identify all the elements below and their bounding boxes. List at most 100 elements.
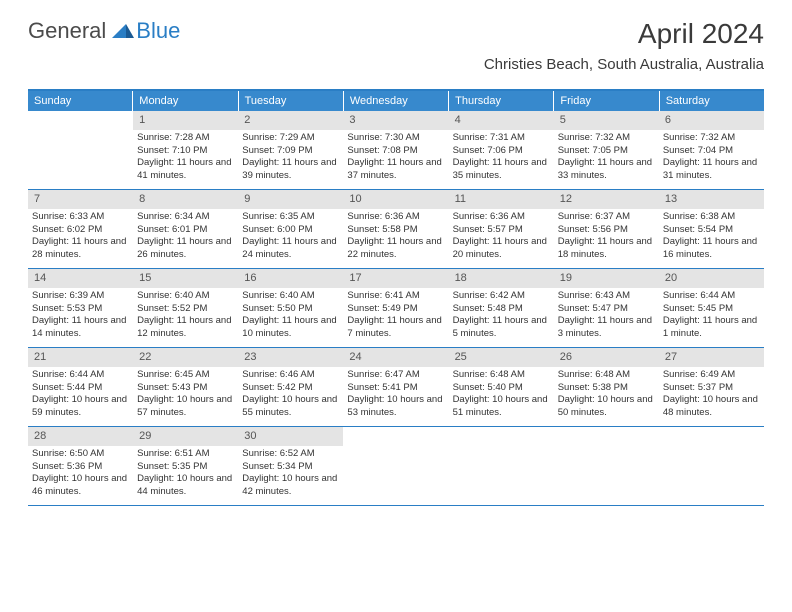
day-cell: .: [343, 427, 448, 505]
daylight-text: Daylight: 11 hours and 24 minutes.: [242, 236, 339, 262]
day-number: 27: [659, 348, 764, 367]
day-cell: 27Sunrise: 6:49 AMSunset: 5:37 PMDayligh…: [659, 348, 764, 426]
sunrise-text: Sunrise: 6:41 AM: [347, 290, 444, 303]
day-number: 1: [133, 111, 238, 130]
sunset-text: Sunset: 5:43 PM: [137, 382, 234, 395]
sunrise-text: Sunrise: 6:37 AM: [558, 211, 655, 224]
day-number: 4: [449, 111, 554, 130]
daylight-text: Daylight: 10 hours and 55 minutes.: [242, 394, 339, 420]
daylight-text: Daylight: 11 hours and 16 minutes.: [663, 236, 760, 262]
sunrise-text: Sunrise: 6:52 AM: [242, 448, 339, 461]
sunset-text: Sunset: 5:45 PM: [663, 303, 760, 316]
day-number: 11: [449, 190, 554, 209]
sunrise-text: Sunrise: 6:44 AM: [663, 290, 760, 303]
sunrise-text: Sunrise: 7:29 AM: [242, 132, 339, 145]
page-header: General Blue April 2024 Christies Beach,…: [0, 0, 792, 81]
daylight-text: Daylight: 10 hours and 46 minutes.: [32, 473, 129, 499]
day-cell: 12Sunrise: 6:37 AMSunset: 5:56 PMDayligh…: [554, 190, 659, 268]
daylight-text: Daylight: 11 hours and 33 minutes.: [558, 157, 655, 183]
day-number: 30: [238, 427, 343, 446]
day-number: 13: [659, 190, 764, 209]
sunset-text: Sunset: 5:53 PM: [32, 303, 129, 316]
week-row: 7Sunrise: 6:33 AMSunset: 6:02 PMDaylight…: [28, 190, 764, 269]
day-number: 7: [28, 190, 133, 209]
day-number: 19: [554, 269, 659, 288]
daylight-text: Daylight: 11 hours and 28 minutes.: [32, 236, 129, 262]
day-of-week-row: SundayMondayTuesdayWednesdayThursdayFrid…: [28, 91, 764, 111]
sunrise-text: Sunrise: 7:31 AM: [453, 132, 550, 145]
location-text: Christies Beach, South Australia, Austra…: [484, 56, 764, 73]
sunset-text: Sunset: 6:00 PM: [242, 224, 339, 237]
day-number: 5: [554, 111, 659, 130]
dow-cell: Sunday: [28, 91, 133, 111]
calendar-grid: SundayMondayTuesdayWednesdayThursdayFrid…: [28, 89, 764, 506]
day-number: 9: [238, 190, 343, 209]
day-cell: 24Sunrise: 6:47 AMSunset: 5:41 PMDayligh…: [343, 348, 448, 426]
weeks-container: .1Sunrise: 7:28 AMSunset: 7:10 PMDayligh…: [28, 111, 764, 506]
daylight-text: Daylight: 11 hours and 26 minutes.: [137, 236, 234, 262]
daylight-text: Daylight: 11 hours and 39 minutes.: [242, 157, 339, 183]
sunset-text: Sunset: 5:37 PM: [663, 382, 760, 395]
daylight-text: Daylight: 11 hours and 41 minutes.: [137, 157, 234, 183]
sunrise-text: Sunrise: 7:28 AM: [137, 132, 234, 145]
sunset-text: Sunset: 5:40 PM: [453, 382, 550, 395]
sunset-text: Sunset: 5:48 PM: [453, 303, 550, 316]
dow-cell: Friday: [554, 91, 659, 111]
sunset-text: Sunset: 6:01 PM: [137, 224, 234, 237]
day-number: 24: [343, 348, 448, 367]
day-cell: 20Sunrise: 6:44 AMSunset: 5:45 PMDayligh…: [659, 269, 764, 347]
sunset-text: Sunset: 5:50 PM: [242, 303, 339, 316]
day-cell: .: [449, 427, 554, 505]
sunrise-text: Sunrise: 6:34 AM: [137, 211, 234, 224]
daylight-text: Daylight: 11 hours and 22 minutes.: [347, 236, 444, 262]
week-row: 28Sunrise: 6:50 AMSunset: 5:36 PMDayligh…: [28, 427, 764, 506]
day-cell: 17Sunrise: 6:41 AMSunset: 5:49 PMDayligh…: [343, 269, 448, 347]
day-cell: .: [659, 427, 764, 505]
sunrise-text: Sunrise: 6:40 AM: [242, 290, 339, 303]
daylight-text: Daylight: 10 hours and 59 minutes.: [32, 394, 129, 420]
sunrise-text: Sunrise: 6:44 AM: [32, 369, 129, 382]
day-number: 2: [238, 111, 343, 130]
sunrise-text: Sunrise: 6:43 AM: [558, 290, 655, 303]
day-cell: 4Sunrise: 7:31 AMSunset: 7:06 PMDaylight…: [449, 111, 554, 189]
sunset-text: Sunset: 6:02 PM: [32, 224, 129, 237]
sunrise-text: Sunrise: 6:45 AM: [137, 369, 234, 382]
day-number: 22: [133, 348, 238, 367]
sunset-text: Sunset: 5:36 PM: [32, 461, 129, 474]
day-number: 29: [133, 427, 238, 446]
day-cell: 13Sunrise: 6:38 AMSunset: 5:54 PMDayligh…: [659, 190, 764, 268]
day-number: 10: [343, 190, 448, 209]
day-cell: 23Sunrise: 6:46 AMSunset: 5:42 PMDayligh…: [238, 348, 343, 426]
daylight-text: Daylight: 10 hours and 57 minutes.: [137, 394, 234, 420]
sunset-text: Sunset: 5:44 PM: [32, 382, 129, 395]
sunset-text: Sunset: 5:52 PM: [137, 303, 234, 316]
day-number: 16: [238, 269, 343, 288]
day-cell: 15Sunrise: 6:40 AMSunset: 5:52 PMDayligh…: [133, 269, 238, 347]
sunrise-text: Sunrise: 6:38 AM: [663, 211, 760, 224]
sunrise-text: Sunrise: 7:32 AM: [558, 132, 655, 145]
day-cell: 2Sunrise: 7:29 AMSunset: 7:09 PMDaylight…: [238, 111, 343, 189]
sunrise-text: Sunrise: 7:30 AM: [347, 132, 444, 145]
logo-text-a: General: [28, 18, 106, 44]
sunrise-text: Sunrise: 6:35 AM: [242, 211, 339, 224]
dow-cell: Tuesday: [239, 91, 344, 111]
sunrise-text: Sunrise: 6:36 AM: [347, 211, 444, 224]
sunset-text: Sunset: 5:41 PM: [347, 382, 444, 395]
daylight-text: Daylight: 11 hours and 10 minutes.: [242, 315, 339, 341]
sunrise-text: Sunrise: 7:32 AM: [663, 132, 760, 145]
sunrise-text: Sunrise: 6:40 AM: [137, 290, 234, 303]
day-cell: 19Sunrise: 6:43 AMSunset: 5:47 PMDayligh…: [554, 269, 659, 347]
daylight-text: Daylight: 11 hours and 14 minutes.: [32, 315, 129, 341]
day-number: 26: [554, 348, 659, 367]
day-cell: 30Sunrise: 6:52 AMSunset: 5:34 PMDayligh…: [238, 427, 343, 505]
day-cell: 5Sunrise: 7:32 AMSunset: 7:05 PMDaylight…: [554, 111, 659, 189]
dow-cell: Thursday: [449, 91, 554, 111]
daylight-text: Daylight: 11 hours and 31 minutes.: [663, 157, 760, 183]
daylight-text: Daylight: 10 hours and 53 minutes.: [347, 394, 444, 420]
dow-cell: Wednesday: [344, 91, 449, 111]
day-number: 14: [28, 269, 133, 288]
daylight-text: Daylight: 10 hours and 44 minutes.: [137, 473, 234, 499]
sunset-text: Sunset: 5:49 PM: [347, 303, 444, 316]
day-cell: 16 Sunrise: 6:40 AMSunset: 5:50 PMDayligh…: [238, 269, 343, 347]
sunrise-text: Sunrise: 6:33 AM: [32, 211, 129, 224]
